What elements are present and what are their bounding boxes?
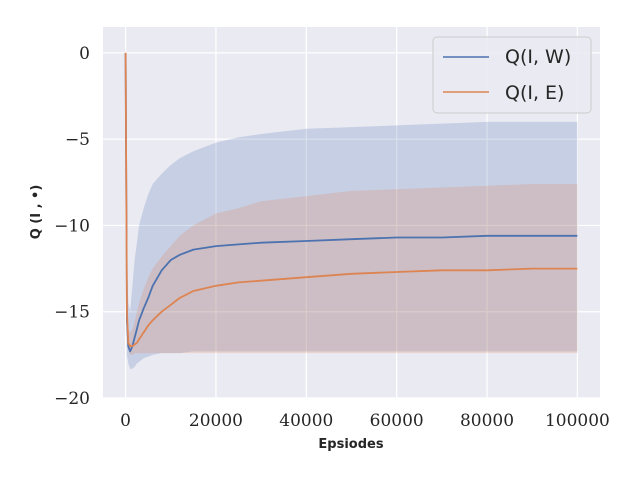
legend-box [432,36,592,114]
y-tick-labels: 0 −5 −10 −15 −20 [54,44,90,409]
x-tick-labels: 0 20000 40000 60000 80000 100000 [120,411,610,431]
confidence-band-q-i-w [125,44,578,369]
y-axis-label: Q (I , •) [29,185,44,240]
legend-label-q-i-e: Q(I, E) [505,82,564,104]
series-lines [124,52,578,353]
x-axis-label: Epsiodes [318,437,383,452]
confidence-bands [125,44,578,369]
x-tick-label: 100000 [545,411,610,431]
y-tick-label: −10 [54,216,90,236]
x-tick-label: 20000 [189,411,243,431]
y-tick-label: 0 [79,44,90,64]
y-tick-label: −5 [65,130,90,150]
legend-label-q-i-w: Q(I, W) [505,46,571,68]
grid-lines [103,27,600,399]
x-tick-label: 80000 [460,411,514,431]
confidence-band-q-i-e [125,47,578,355]
series-line-q-i-e [124,52,578,348]
x-tick-label: 0 [120,411,131,431]
x-tick-label: 40000 [279,411,333,431]
y-tick-label: −15 [54,303,90,323]
legend: Q(I, W) Q(I, E) [432,36,592,114]
y-tick-label: −20 [54,389,90,409]
x-tick-label: 60000 [370,411,424,431]
